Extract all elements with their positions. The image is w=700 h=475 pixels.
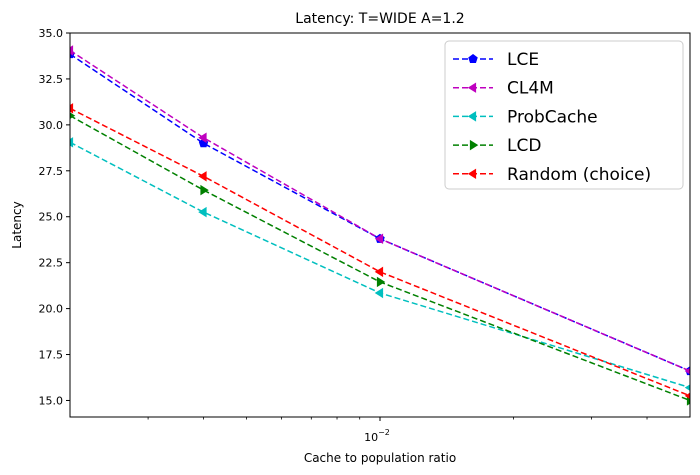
data-point [374, 233, 384, 245]
legend-label: LCE [507, 50, 539, 70]
y-tick-label: 30.0 [39, 119, 64, 132]
series-probcache [70, 137, 690, 391]
y-tick-label: 20.0 [39, 303, 64, 316]
legend-label: LCD [507, 136, 541, 156]
y-tick-label: 25.0 [39, 211, 64, 224]
legend-box [444, 40, 684, 190]
data-point [198, 171, 207, 182]
data-point [374, 266, 384, 278]
data-point [684, 392, 690, 400]
y-axis: 15.0 17.5 20.0 22.5 25.0 27.5 30.0 32.5 35.0 [39, 27, 70, 407]
legend-item: LCD [453, 136, 541, 156]
series-random-choice [70, 103, 690, 400]
data-point [684, 367, 690, 375]
legend-label: CL4M [507, 79, 554, 99]
data-point [70, 103, 74, 114]
series-line [70, 49, 690, 372]
legend-item: Random (choice) [453, 165, 651, 185]
legend: LCE CL4M ProbCache LCD Random (choice) [444, 40, 684, 190]
data-point [198, 206, 207, 218]
y-tick-label: 22.5 [39, 257, 64, 270]
series-line [70, 107, 690, 397]
data-point [70, 137, 74, 148]
y-tick-label: 35.0 [39, 27, 64, 40]
data-point [198, 132, 207, 143]
legend-label: ProbCache [507, 107, 598, 127]
legend-item: ProbCache [453, 107, 598, 127]
legend-marker [467, 82, 477, 93]
legend-marker [467, 168, 477, 180]
series-group [70, 45, 690, 406]
y-tick-label: 17.5 [39, 349, 64, 362]
y-tick-label: 32.5 [39, 73, 64, 86]
y-tick-label: 15.0 [39, 394, 64, 407]
series-line [70, 141, 690, 389]
data-point [684, 384, 690, 391]
legend-marker [469, 139, 479, 151]
series-lcd [70, 112, 690, 406]
x-axis-label: Cache to population ratio [304, 451, 456, 465]
series-cl4m [70, 45, 690, 375]
series-line [70, 115, 690, 402]
data-point [70, 112, 76, 119]
data-point [376, 276, 386, 288]
y-axis-label: Latency [10, 201, 24, 248]
legend-item: LCE [453, 50, 539, 70]
data-point [70, 45, 74, 56]
legend-marker [467, 111, 477, 122]
y-tick-label: 27.5 [39, 165, 64, 178]
legend-item: CL4M [453, 79, 554, 99]
chart-title: Latency: T=WIDE A=1.2 [295, 11, 464, 27]
legend-label: Random (choice) [507, 165, 651, 185]
plot-frame [69, 32, 691, 418]
data-point [374, 287, 384, 299]
data-point [200, 184, 209, 196]
legend-marker [468, 54, 478, 64]
